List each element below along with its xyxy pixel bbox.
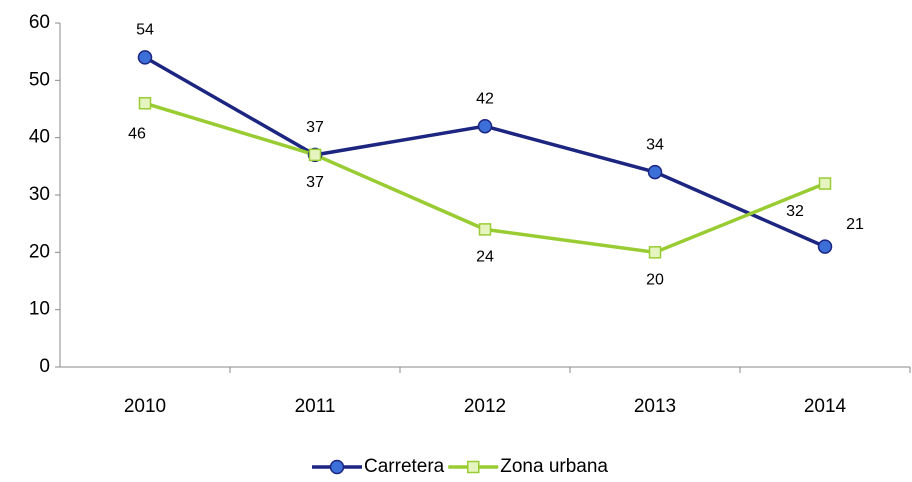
data-label: 32	[786, 203, 804, 220]
x-tick-label: 2013	[634, 396, 676, 417]
x-tick-label: 2012	[464, 396, 506, 417]
x-tick-label: 2014	[804, 396, 847, 417]
point	[477, 118, 493, 134]
y-tick-label: 50	[29, 69, 50, 90]
y-tick-label: 10	[29, 299, 50, 320]
x-tick-label: 2011	[295, 396, 336, 417]
legend-marker	[329, 459, 345, 475]
point	[308, 148, 322, 162]
y-tick-label: 40	[29, 127, 50, 148]
data-label: 54	[136, 22, 154, 39]
data-label: 24	[476, 249, 494, 266]
data-label: 37	[306, 174, 324, 191]
x-tick-label: 2010	[124, 396, 166, 417]
point	[818, 177, 832, 190]
y-tick-label: 30	[29, 184, 50, 205]
legend-label: Carretera	[364, 456, 445, 477]
y-tick-label: 0	[39, 356, 50, 377]
legend-label: Zona urbana	[500, 456, 608, 477]
data-label: 46	[128, 125, 146, 142]
data-label: 42	[476, 90, 494, 107]
data-label: 20	[646, 272, 664, 289]
y-tick-label: 60	[29, 12, 50, 33]
data-label: 21	[846, 216, 864, 233]
data-label: 37	[306, 119, 324, 136]
point	[478, 223, 492, 236]
point	[817, 239, 833, 254]
point	[648, 246, 662, 259]
point	[138, 97, 152, 110]
y-tick-label: 20	[29, 241, 50, 262]
data-label: 34	[646, 136, 664, 153]
legend-marker	[467, 460, 480, 474]
point	[137, 50, 153, 65]
series-line	[144, 55, 826, 249]
point	[647, 164, 663, 180]
